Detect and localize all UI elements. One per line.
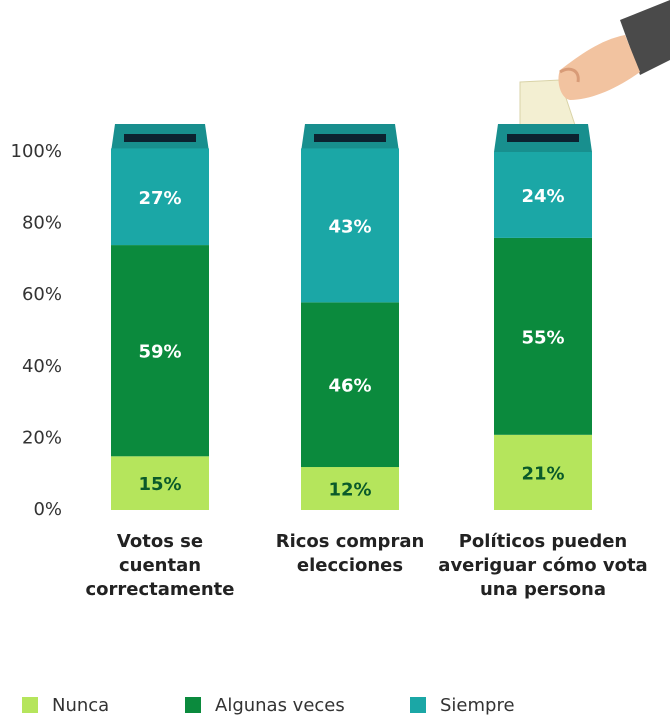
bar-segment [494,237,592,435]
bar-segment [111,456,209,510]
legend-label: Algunas veces [215,695,345,716]
y-tick-label: 100% [11,141,62,162]
bar-segment [494,434,592,510]
box-slot [124,134,196,142]
x-tick-label: Políticos pueden averiguar cómo vota una… [438,531,648,600]
bar-segment [111,148,209,246]
legend-swatch [22,697,38,713]
value-label: 46% [328,376,371,397]
value-label: 12% [328,480,371,501]
box-slot [507,134,579,142]
value-label: 15% [138,474,181,495]
value-label: 27% [138,188,181,209]
value-label: 43% [328,216,371,237]
y-tick-label: 80% [22,213,62,234]
legend-label: Nunca [52,695,109,716]
box-slot [314,134,386,142]
x-tick-label: Votos se cuentan correctamente [85,531,235,600]
bar-segment [494,152,592,238]
y-tick-label: 20% [22,427,62,448]
bar-segment [111,245,209,457]
legend-label: Siempre [440,695,515,716]
value-label: 55% [521,327,564,348]
legend-swatch [410,697,426,713]
value-label: 59% [138,342,181,363]
y-tick-label: 0% [33,499,62,520]
x-tick-label: Ricos compran elecciones [275,531,425,576]
bar-segment [301,467,399,510]
bar-segment [301,148,399,303]
legend-swatch [185,697,201,713]
value-label: 24% [521,186,564,207]
value-label: 21% [521,463,564,484]
y-tick-label: 40% [22,356,62,377]
bar-segment [301,302,399,468]
y-tick-label: 60% [22,284,62,305]
